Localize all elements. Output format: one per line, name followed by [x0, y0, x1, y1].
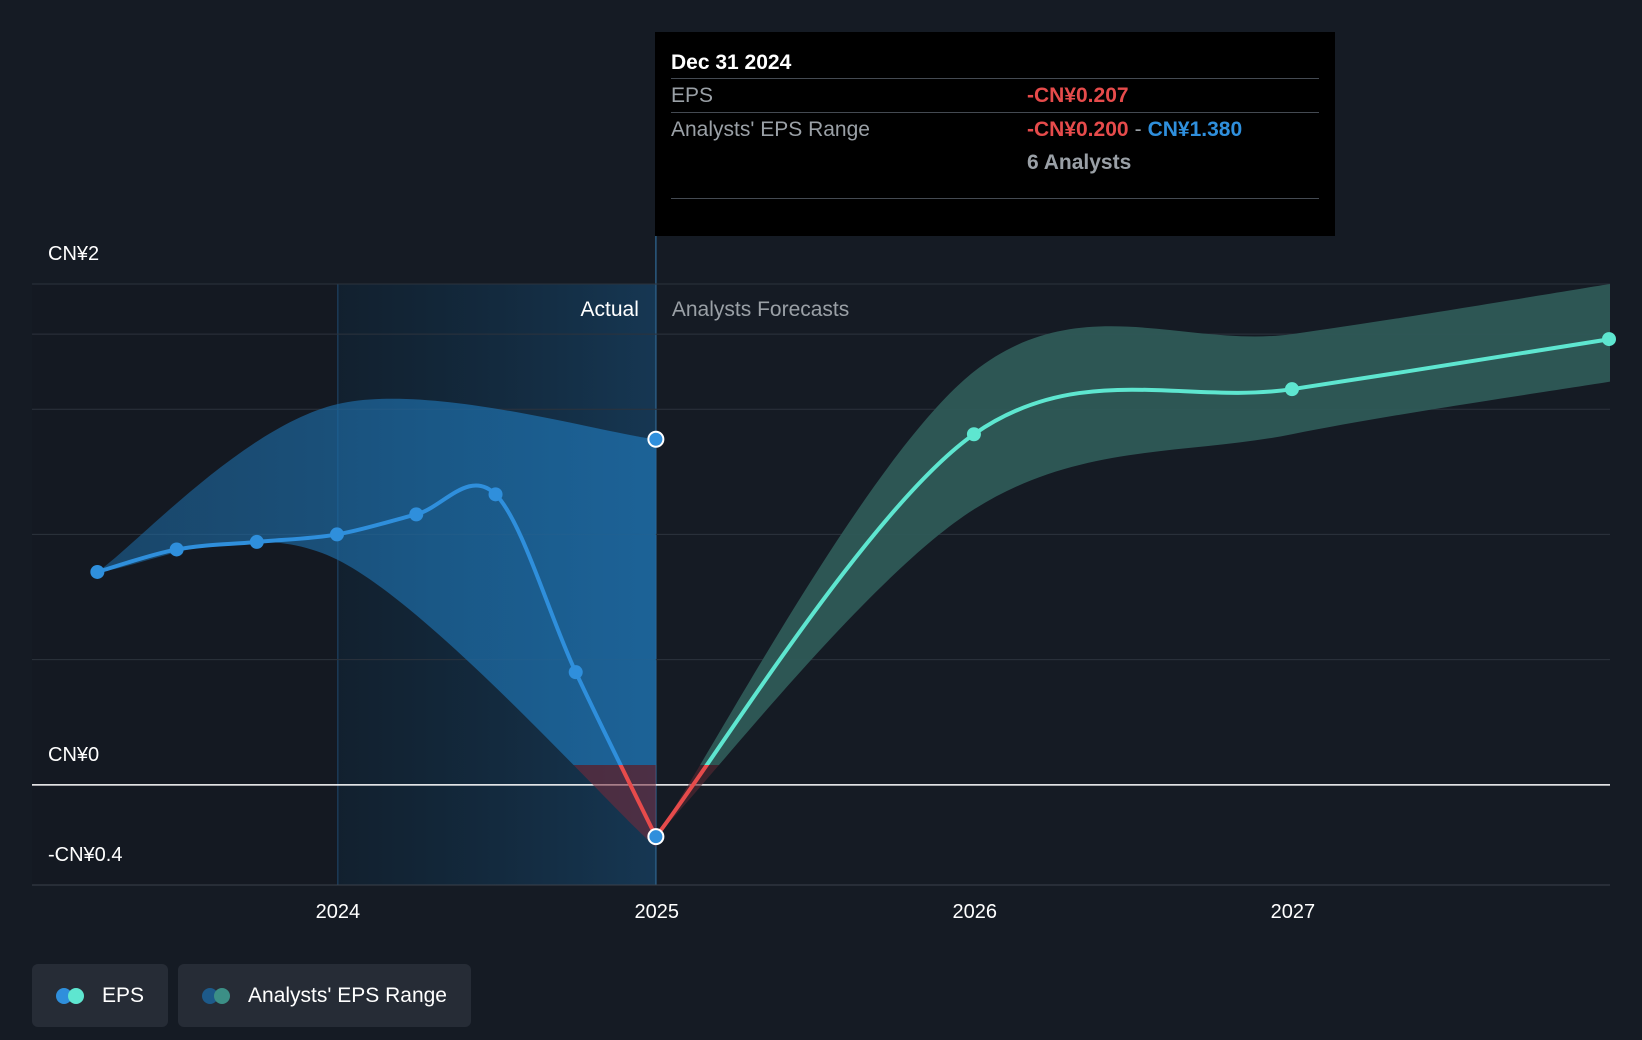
- actual-label: Actual: [581, 298, 639, 321]
- tooltip-range-low: -CN¥0.200: [1027, 118, 1129, 141]
- y-tick-label-2: -CN¥0.4: [48, 844, 122, 866]
- eps-points: [90, 332, 1616, 846]
- tooltip-range-sep: -: [1134, 118, 1142, 141]
- eps-point-0: [90, 564, 105, 579]
- range-area-actual: [97, 398, 656, 765]
- x-tick-label-3: 2027: [1271, 901, 1316, 923]
- tooltip-title: Dec 31 2024: [671, 51, 792, 74]
- tooltip-eps-label: EPS: [671, 84, 714, 107]
- eps-point-2: [249, 534, 264, 549]
- eps-point-1: [169, 542, 184, 557]
- range-area-actual-negative: [573, 765, 656, 848]
- tooltip-analysts-row: 6 Analysts: [671, 146, 1319, 180]
- tooltip-range-row: Analysts' EPS Range -CN¥0.200 - CN¥1.380: [671, 112, 1319, 146]
- eps-point-4: [409, 507, 424, 522]
- tooltip-eps-row: EPS -CN¥0.207: [671, 78, 1319, 112]
- forecast-point-1: [966, 427, 981, 442]
- y-tick-label-1: CN¥0: [48, 744, 99, 766]
- eps-point-selected: [647, 828, 665, 846]
- eps-point-5: [488, 487, 503, 502]
- y-tick-label-0: CN¥2: [48, 243, 99, 265]
- tooltip-range-label: Analysts' EPS Range: [671, 118, 870, 141]
- legend-range-icon: [202, 987, 234, 1004]
- legend-eps-dot-2: [68, 987, 84, 1004]
- forecast-point-3: [1602, 332, 1616, 347]
- eps-point-3: [329, 527, 344, 542]
- x-tick-label-2: 2026: [953, 901, 998, 923]
- legend: EPS Analysts' EPS Range: [32, 964, 471, 1027]
- range-areas: [97, 284, 1610, 848]
- legend-eps-icon: [56, 987, 88, 1004]
- forecast-line: [704, 337, 1611, 765]
- past-region: [32, 284, 338, 885]
- range-high-marker: [647, 430, 665, 448]
- axis-labels: CN¥2 CN¥0 -CN¥0.4 2024 2025 2026 2027 Actual Ana…: [48, 243, 1315, 923]
- x-tick-label-0: 2024: [316, 901, 361, 923]
- legend-range-label: Analysts' EPS Range: [248, 983, 447, 1007]
- range-area-forecast: [700, 284, 1610, 765]
- eps-point-6: [568, 665, 583, 680]
- legend-item-range[interactable]: Analysts' EPS Range: [178, 964, 471, 1027]
- legend-range-dot-2: [214, 987, 231, 1004]
- tooltip-analysts: 6 Analysts: [1027, 151, 1132, 174]
- legend-item-eps[interactable]: EPS: [32, 964, 169, 1027]
- forecast-point-2: [1284, 382, 1299, 397]
- tooltip-range-high: CN¥1.380: [1147, 118, 1243, 141]
- legend-eps-label: EPS: [102, 983, 145, 1007]
- x-tick-label-1: 2025: [635, 901, 680, 923]
- tooltip-eps-value: -CN¥0.207: [1027, 84, 1129, 107]
- tooltip: Dec 31 2024 EPS -CN¥0.207 Analysts' EPS …: [655, 32, 1335, 236]
- forecast-label: Analysts Forecasts: [672, 298, 849, 321]
- tooltip-divider: [671, 198, 1319, 199]
